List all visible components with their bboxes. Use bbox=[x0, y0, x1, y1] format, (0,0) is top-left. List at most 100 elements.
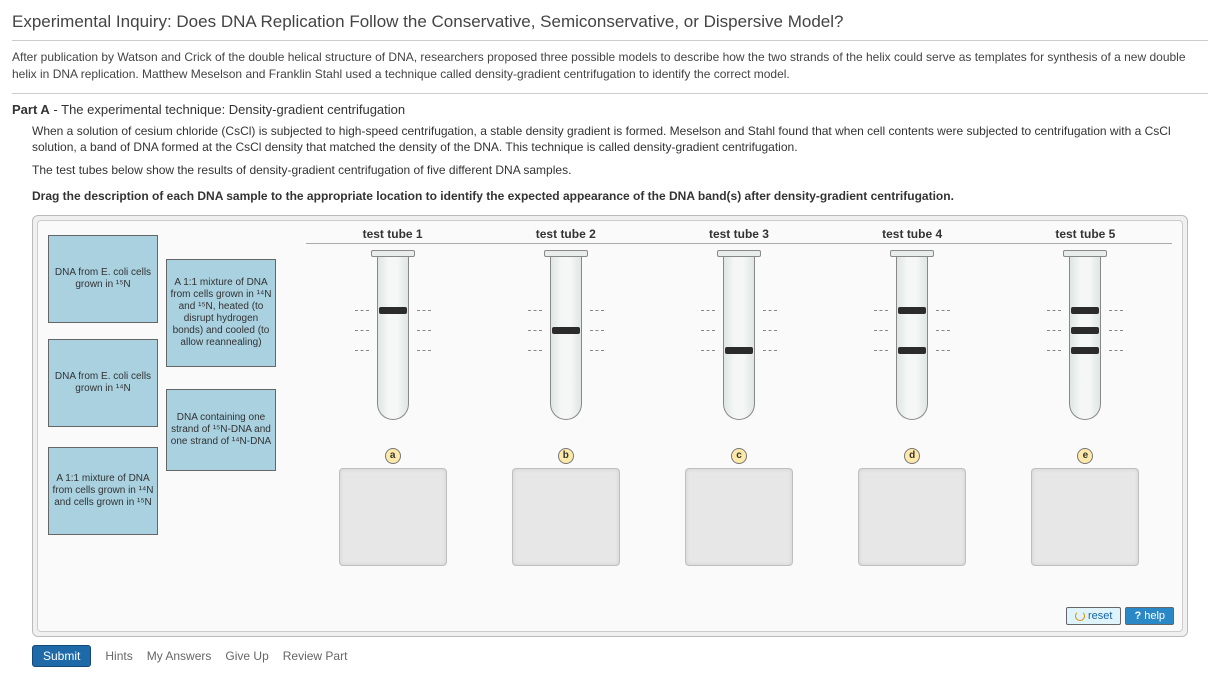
tick-mark bbox=[528, 350, 542, 351]
test-tube bbox=[890, 250, 934, 420]
drop-target[interactable] bbox=[339, 468, 447, 566]
tick-mark bbox=[1047, 350, 1061, 351]
tick-mark bbox=[355, 330, 369, 331]
drop-letter: e bbox=[1077, 448, 1093, 464]
tube-label: test tube 3 bbox=[675, 227, 803, 241]
tube-cell bbox=[675, 250, 803, 440]
tick-mark bbox=[874, 330, 888, 331]
dna-band bbox=[1071, 327, 1099, 334]
tube-lip bbox=[371, 250, 415, 257]
drop-cell: b bbox=[502, 448, 630, 566]
tick-mark bbox=[417, 310, 431, 311]
tick-mark bbox=[355, 350, 369, 351]
part-description-1: When a solution of cesium chloride (CsCl… bbox=[12, 121, 1208, 161]
tick-mark bbox=[590, 330, 604, 331]
drop-target[interactable] bbox=[685, 468, 793, 566]
tick-mark bbox=[874, 310, 888, 311]
activity-canvas: DNA from E. coli cells grown in ¹⁵N A 1:… bbox=[37, 220, 1183, 632]
drop-target[interactable] bbox=[1031, 468, 1139, 566]
test-tube bbox=[717, 250, 761, 420]
drop-target[interactable] bbox=[858, 468, 966, 566]
hints-link[interactable]: Hints bbox=[105, 649, 132, 663]
drop-cell: a bbox=[329, 448, 457, 566]
drop-letter: b bbox=[558, 448, 574, 464]
drag-item[interactable]: DNA containing one strand of ¹⁵N-DNA and… bbox=[166, 389, 276, 471]
activity-panel: DNA from E. coli cells grown in ¹⁵N A 1:… bbox=[32, 215, 1188, 637]
tube-body bbox=[377, 256, 409, 420]
help-button[interactable]: ? help bbox=[1125, 607, 1174, 625]
tube-body bbox=[723, 256, 755, 420]
tick-mark bbox=[1109, 350, 1123, 351]
tube-lip bbox=[544, 250, 588, 257]
tick-mark bbox=[1047, 310, 1061, 311]
tick-mark bbox=[701, 310, 715, 311]
drag-item[interactable]: A 1:1 mixture of DNA from cells grown in… bbox=[166, 259, 276, 367]
page-title: Experimental Inquiry: Does DNA Replicati… bbox=[12, 8, 1208, 41]
tube-label: test tube 1 bbox=[329, 227, 457, 241]
activity-footer-buttons: reset ? help bbox=[1066, 607, 1174, 625]
drop-letter: c bbox=[731, 448, 747, 464]
part-description-2: The test tubes below show the results of… bbox=[12, 160, 1208, 183]
submit-button[interactable]: Submit bbox=[32, 645, 91, 667]
tube-cell bbox=[1021, 250, 1149, 440]
test-tube bbox=[1063, 250, 1107, 420]
dna-band bbox=[898, 307, 926, 314]
drop-cell: d bbox=[848, 448, 976, 566]
tick-mark bbox=[590, 310, 604, 311]
submit-row: Submit Hints My Answers Give Up Review P… bbox=[32, 645, 1188, 667]
tick-mark bbox=[763, 310, 777, 311]
tube-cell bbox=[848, 250, 976, 440]
review-link[interactable]: Review Part bbox=[283, 649, 348, 663]
myanswers-link[interactable]: My Answers bbox=[147, 649, 212, 663]
tube-cell bbox=[502, 250, 630, 440]
drag-item[interactable]: A 1:1 mixture of DNA from cells grown in… bbox=[48, 447, 158, 535]
tick-mark bbox=[701, 330, 715, 331]
tick-mark bbox=[936, 310, 950, 311]
tick-mark bbox=[763, 330, 777, 331]
dna-band bbox=[552, 327, 580, 334]
reset-button[interactable]: reset bbox=[1066, 607, 1121, 625]
part-label: Part A bbox=[12, 102, 50, 117]
drop-target[interactable] bbox=[512, 468, 620, 566]
dna-band bbox=[898, 347, 926, 354]
test-tube bbox=[544, 250, 588, 420]
dna-band bbox=[379, 307, 407, 314]
tube-body bbox=[550, 256, 582, 420]
part-title: The experimental technique: Density-grad… bbox=[61, 102, 405, 117]
help-icon: ? bbox=[1134, 610, 1141, 622]
tick-mark bbox=[1109, 330, 1123, 331]
help-label: help bbox=[1144, 610, 1165, 622]
tube-body bbox=[1069, 256, 1101, 420]
instruction-text: Drag the description of each DNA sample … bbox=[12, 183, 1208, 211]
tick-mark bbox=[355, 310, 369, 311]
reset-label: reset bbox=[1088, 610, 1112, 622]
drop-letter: d bbox=[904, 448, 920, 464]
dna-band bbox=[1071, 347, 1099, 354]
giveup-link[interactable]: Give Up bbox=[225, 649, 268, 663]
tubes-row bbox=[306, 250, 1172, 440]
tick-mark bbox=[763, 350, 777, 351]
drag-item[interactable]: DNA from E. coli cells grown in ¹⁵N bbox=[48, 235, 158, 323]
drop-cell: e bbox=[1021, 448, 1149, 566]
tick-mark bbox=[1109, 310, 1123, 311]
tube-label: test tube 5 bbox=[1021, 227, 1149, 241]
part-header: Part A - The experimental technique: Den… bbox=[12, 94, 1208, 121]
tube-body bbox=[896, 256, 928, 420]
tick-mark bbox=[874, 350, 888, 351]
drag-item[interactable]: DNA from E. coli cells grown in ¹⁴N bbox=[48, 339, 158, 427]
tube-area: test tube 1 test tube 2 test tube 3 test tu… bbox=[306, 227, 1172, 566]
drop-letter: a bbox=[385, 448, 401, 464]
tube-lip bbox=[890, 250, 934, 257]
tick-mark bbox=[528, 330, 542, 331]
tick-mark bbox=[1047, 330, 1061, 331]
tick-mark bbox=[417, 330, 431, 331]
tube-lip bbox=[717, 250, 761, 257]
tube-label: test tube 2 bbox=[502, 227, 630, 241]
tube-label: test tube 4 bbox=[848, 227, 976, 241]
reset-icon bbox=[1075, 611, 1085, 621]
tube-lip bbox=[1063, 250, 1107, 257]
intro-text: After publication by Watson and Crick of… bbox=[12, 45, 1208, 94]
tube-labels-row: test tube 1 test tube 2 test tube 3 test tu… bbox=[306, 227, 1172, 244]
tick-mark bbox=[936, 330, 950, 331]
dna-band bbox=[1071, 307, 1099, 314]
